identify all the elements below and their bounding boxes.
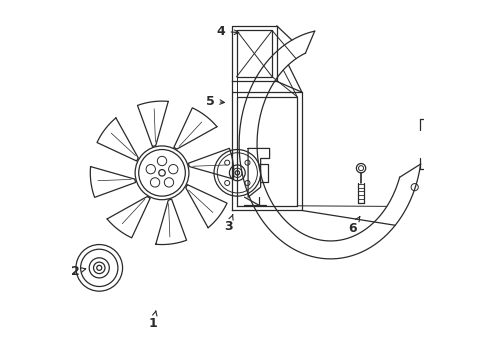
Text: 6: 6 [347, 217, 359, 235]
Text: 4: 4 [216, 25, 238, 38]
Text: 1: 1 [148, 311, 157, 330]
Text: 3: 3 [224, 215, 233, 233]
Text: 5: 5 [205, 95, 224, 108]
Text: 2: 2 [71, 265, 85, 278]
